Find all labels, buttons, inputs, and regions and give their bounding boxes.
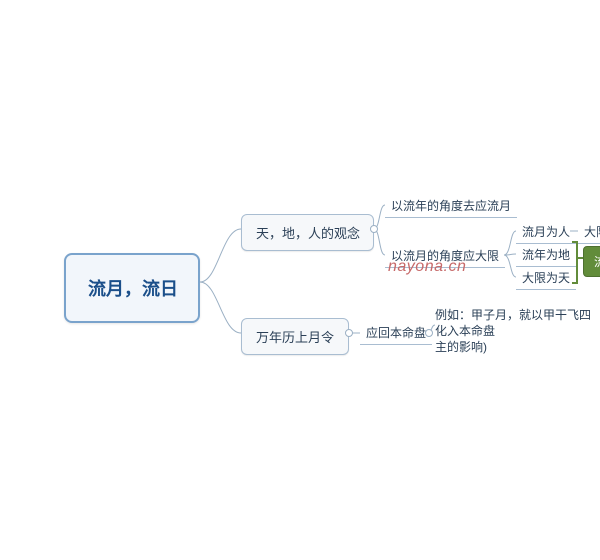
leaf-label: 流月为人 — [522, 225, 570, 239]
note-line-2: 主的影响) — [435, 339, 600, 355]
leaf-label: 流年为地 — [522, 248, 570, 262]
branch-node-calendar[interactable]: 万年历上月令 — [241, 318, 349, 355]
root-node[interactable]: 流月，流日 — [64, 253, 200, 323]
mindmap-canvas: { "diagram": { "type": "mindmap", "backg… — [0, 0, 600, 560]
watermark-text: nayona.cn — [388, 258, 466, 276]
leaf-label: 大限何宫盘 — [584, 225, 600, 239]
summary-label: 流年官位 — [594, 255, 600, 269]
note-line-1: 例如：甲子月，就以甲干飞四化入本命盘 — [435, 307, 600, 339]
leaf-node-limit-heaven[interactable]: 大限为天 — [516, 267, 576, 290]
leaf-node-year-earth[interactable]: 流年为地 — [516, 244, 576, 267]
leaf-node-month-person[interactable]: 流月为人 — [516, 221, 576, 244]
expand-handle-icon[interactable] — [345, 329, 353, 337]
branch-label: 天，地，人的观念 — [256, 226, 360, 241]
branch-node-concepts[interactable]: 天，地，人的观念 — [241, 214, 374, 251]
note-node-example: 例如：甲子月，就以甲干飞四化入本命盘 主的影响) — [435, 307, 600, 356]
leaf-node-back-natal[interactable]: 应回本命盘 — [360, 322, 432, 345]
branch-label: 万年历上月令 — [256, 330, 334, 345]
leaf-node-limit-palace[interactable]: 大限何宫盘 — [578, 221, 600, 244]
leaf-node-year-angle[interactable]: 以流年的角度去应流月 — [385, 195, 517, 218]
leaf-label: 以流年的角度去应流月 — [391, 199, 511, 213]
root-label: 流月，流日 — [88, 279, 178, 299]
expand-handle-icon[interactable] — [425, 329, 433, 337]
summary-node-year-official[interactable]: 流年官位 — [583, 246, 600, 277]
leaf-label: 大限为天 — [522, 271, 570, 285]
expand-handle-icon[interactable] — [370, 225, 378, 233]
leaf-label: 应回本命盘 — [366, 326, 426, 340]
